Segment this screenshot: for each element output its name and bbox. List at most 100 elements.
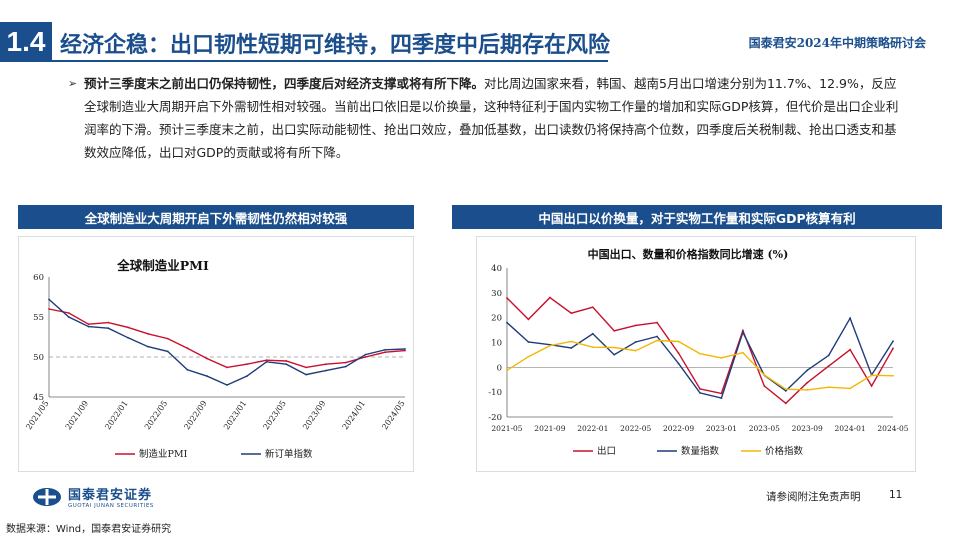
- data-point: [656, 339, 659, 342]
- data-point: [48, 308, 50, 310]
- y-tick-label: 0: [497, 363, 502, 373]
- data-point: [324, 363, 327, 366]
- x-tick-label: 2024/01: [341, 399, 367, 431]
- data-point: [677, 340, 680, 343]
- data-point: [849, 317, 852, 320]
- data-point: [720, 392, 723, 395]
- data-point: [364, 353, 367, 356]
- logo-mark-icon: [32, 487, 62, 507]
- x-tick-label: 2024-05: [877, 424, 908, 433]
- data-point: [806, 381, 809, 384]
- data-point: [591, 346, 594, 349]
- data-point: [827, 386, 830, 389]
- x-tick-label: 2022/05: [143, 399, 169, 431]
- data-point: [344, 361, 347, 364]
- company-logo: 国泰君安证券 GUOTAI JUNAN SECURITIES: [32, 484, 154, 509]
- data-point: [677, 362, 680, 365]
- legend-label: 数量指数: [681, 445, 720, 457]
- data-point: [548, 344, 551, 347]
- data-point: [245, 375, 248, 378]
- section-number: 1.4: [0, 22, 52, 62]
- x-tick-label: 2022-01: [577, 424, 608, 433]
- y-tick-label: 20: [491, 314, 502, 324]
- data-point: [226, 366, 228, 369]
- data-point: [699, 352, 701, 355]
- data-point: [506, 297, 508, 299]
- data-point: [806, 369, 809, 372]
- data-point: [404, 348, 406, 350]
- x-tick-label: 2022/09: [182, 399, 208, 431]
- data-point: [127, 336, 130, 339]
- data-point: [265, 359, 268, 362]
- series-line-2: [506, 316, 894, 399]
- summary-paragraph: ➢ 预计三季度末之前出口仍保持韧性，四季度后对经济支撑或将有所下降。对比周边国家…: [68, 72, 904, 164]
- data-point: [720, 356, 723, 359]
- data-point: [634, 349, 637, 352]
- data-point: [527, 355, 530, 358]
- data-point: [107, 321, 110, 324]
- left-chart-box: 全球制造业PMI 45 50 55 60 2021/05 2021/09 2022/01 202…: [18, 236, 414, 472]
- data-point: [186, 347, 189, 350]
- legend-label: 制造业PMI: [139, 448, 188, 460]
- data-point: [527, 341, 530, 343]
- data-source: 数据来源：Wind，国泰君安证券研究: [6, 524, 172, 535]
- data-point: [506, 321, 508, 324]
- disclaimer-link[interactable]: 请参阅附注免责声明: [766, 491, 861, 503]
- data-point: [305, 373, 308, 376]
- data-point: [67, 312, 70, 314]
- conference-title: 国泰君安2024年中期策略研讨会: [748, 36, 926, 50]
- y-tick-label: 45: [33, 393, 44, 403]
- data-point: [677, 352, 680, 355]
- data-point: [206, 375, 209, 378]
- data-point: [285, 360, 288, 362]
- data-point: [720, 397, 723, 400]
- data-point: [741, 351, 744, 354]
- data-point: [245, 363, 248, 366]
- series-line-3: [506, 339, 894, 391]
- data-point: [570, 340, 573, 343]
- data-point: [870, 385, 873, 387]
- data-point: [634, 341, 637, 343]
- right-panel-banner: 中国出口以价换量，对于实物工作量和实际GDP核算有利: [452, 205, 942, 229]
- x-tick-label: 2023/05: [262, 399, 288, 431]
- data-point: [305, 366, 308, 369]
- data-point: [699, 388, 701, 390]
- data-point: [48, 298, 50, 301]
- y-tick-label: 30: [491, 289, 502, 299]
- right-chart-box: 中国出口、数量和价格指数同比增速 (%) -20 -10 0 10 20 30 40 2021-…: [476, 236, 916, 472]
- x-tick-label: 2024-01: [835, 424, 866, 433]
- data-point: [892, 374, 894, 377]
- y-tick-label: 60: [33, 273, 44, 283]
- title-underline: [52, 22, 608, 62]
- y-tick-label: 50: [33, 353, 44, 363]
- data-point: [570, 312, 573, 315]
- data-point: [265, 360, 268, 363]
- data-point: [591, 332, 594, 335]
- data-point: [570, 347, 573, 349]
- data-point: [613, 329, 616, 332]
- data-point: [324, 369, 327, 372]
- legend-label: 出口: [597, 445, 616, 457]
- series-line-1: [48, 308, 406, 369]
- data-point: [527, 318, 530, 321]
- data-point: [613, 346, 616, 349]
- chart-title: 全球制造业PMI: [116, 258, 209, 273]
- left-panel-banner: 全球制造业大周期开启下外需韧性仍然相对较强: [18, 205, 414, 229]
- logo-text-en: GUOTAI JUNAN SECURITIES: [68, 503, 154, 509]
- data-point: [285, 363, 288, 366]
- data-point: [226, 384, 228, 386]
- data-point: [784, 390, 787, 392]
- data-point: [146, 332, 149, 335]
- x-tick-label: 2021-05: [491, 424, 522, 433]
- data-point: [656, 335, 659, 338]
- data-point: [146, 345, 149, 348]
- y-tick-label: -10: [488, 388, 502, 398]
- legend-label: 新订单指数: [265, 448, 313, 460]
- data-point: [404, 349, 406, 352]
- data-point: [741, 331, 744, 334]
- y-tick-label: 40: [491, 264, 502, 274]
- data-point: [634, 324, 637, 327]
- y-tick-label: -20: [488, 413, 502, 423]
- x-tick-label: 2023-09: [792, 424, 823, 433]
- data-point: [591, 306, 594, 309]
